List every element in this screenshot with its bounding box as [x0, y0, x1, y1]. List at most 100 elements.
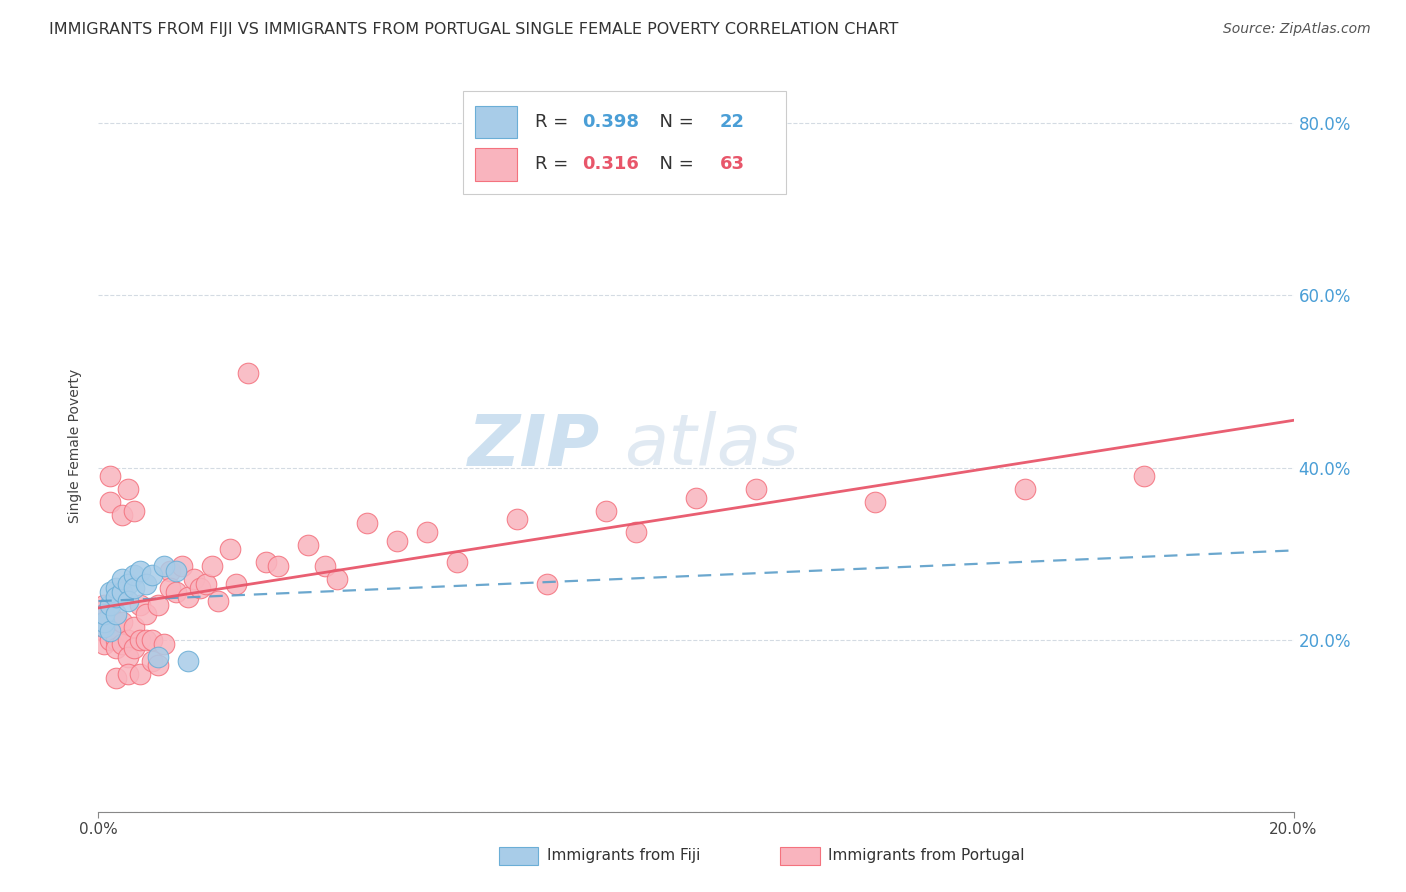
Point	[93, 620, 115, 634]
Point	[135, 632, 157, 647]
FancyBboxPatch shape	[463, 91, 786, 194]
Point	[153, 559, 176, 574]
Point	[506, 512, 529, 526]
Point	[183, 573, 205, 587]
Point	[129, 667, 152, 681]
Point	[93, 624, 115, 638]
Point	[124, 581, 146, 595]
Point	[135, 576, 157, 591]
Point	[153, 637, 176, 651]
Point	[117, 576, 139, 591]
FancyBboxPatch shape	[475, 148, 517, 181]
Point	[124, 641, 146, 656]
FancyBboxPatch shape	[499, 847, 538, 865]
Point	[159, 581, 181, 595]
Point	[98, 607, 122, 621]
Point	[111, 573, 134, 587]
Point	[225, 576, 247, 591]
Point	[1014, 482, 1036, 496]
Point	[117, 649, 139, 664]
Point	[177, 654, 200, 668]
Point	[188, 581, 211, 595]
Point	[165, 564, 187, 578]
Point	[93, 615, 115, 630]
Point	[626, 524, 648, 539]
Point	[416, 524, 439, 539]
Point	[105, 590, 128, 604]
Point	[207, 594, 229, 608]
Point	[124, 620, 146, 634]
Point	[98, 624, 122, 638]
Point	[105, 615, 128, 630]
Point	[105, 641, 128, 656]
Point	[93, 607, 115, 621]
Text: atlas: atlas	[624, 411, 799, 481]
Point	[685, 491, 707, 505]
Text: 0.316: 0.316	[582, 155, 640, 173]
Point	[356, 516, 378, 531]
Text: N =: N =	[648, 155, 700, 173]
Point	[141, 654, 163, 668]
Point	[93, 598, 115, 612]
Text: 63: 63	[720, 155, 745, 173]
Point	[98, 495, 122, 509]
Point	[105, 671, 128, 685]
Point	[93, 637, 115, 651]
FancyBboxPatch shape	[475, 105, 517, 138]
Point	[111, 615, 134, 630]
Text: 0.398: 0.398	[582, 113, 640, 131]
Point	[98, 469, 122, 483]
Point	[595, 503, 617, 517]
Point	[98, 585, 122, 599]
Point	[111, 637, 134, 651]
Point	[315, 559, 337, 574]
Point	[117, 594, 139, 608]
Y-axis label: Single Female Poverty: Single Female Poverty	[69, 369, 83, 523]
Point	[129, 632, 152, 647]
Point	[129, 564, 152, 578]
Point	[1133, 469, 1156, 483]
Point	[195, 576, 218, 591]
Point	[98, 632, 122, 647]
Text: N =: N =	[648, 113, 700, 131]
Point	[177, 590, 200, 604]
Point	[111, 508, 134, 522]
Point	[111, 585, 134, 599]
Point	[267, 559, 290, 574]
Text: Source: ZipAtlas.com: Source: ZipAtlas.com	[1223, 22, 1371, 37]
Point	[236, 366, 259, 380]
Point	[865, 495, 887, 509]
Text: R =: R =	[534, 113, 574, 131]
Point	[219, 542, 242, 557]
Point	[297, 538, 319, 552]
Point	[745, 482, 768, 496]
Point	[117, 482, 139, 496]
Text: IMMIGRANTS FROM FIJI VS IMMIGRANTS FROM PORTUGAL SINGLE FEMALE POVERTY CORRELATI: IMMIGRANTS FROM FIJI VS IMMIGRANTS FROM …	[49, 22, 898, 37]
Point	[141, 568, 163, 582]
Text: ZIP: ZIP	[468, 411, 600, 481]
Point	[105, 607, 128, 621]
Text: Immigrants from Portugal: Immigrants from Portugal	[828, 848, 1025, 863]
Point	[172, 559, 194, 574]
Point	[105, 581, 128, 595]
Point	[117, 667, 139, 681]
Point	[536, 576, 558, 591]
Point	[93, 615, 115, 630]
Point	[135, 607, 157, 621]
Point	[326, 573, 349, 587]
FancyBboxPatch shape	[780, 847, 820, 865]
Point	[148, 658, 170, 673]
Point	[148, 649, 170, 664]
Point	[124, 503, 146, 517]
Text: 22: 22	[720, 113, 745, 131]
Point	[385, 533, 409, 548]
Point	[148, 598, 170, 612]
Point	[254, 555, 277, 569]
Point	[129, 598, 152, 612]
Point	[159, 564, 181, 578]
Point	[117, 632, 139, 647]
Point	[201, 559, 224, 574]
Point	[124, 568, 146, 582]
Point	[165, 585, 187, 599]
Point	[446, 555, 468, 569]
